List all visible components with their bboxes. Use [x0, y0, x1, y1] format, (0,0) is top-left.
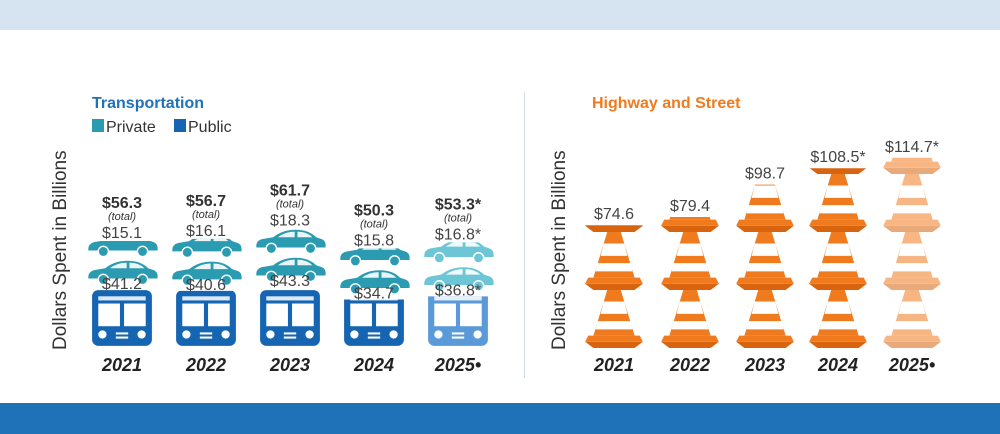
- transport-title: Transportation: [92, 95, 204, 112]
- traffic-cone-icon: [736, 228, 794, 290]
- highway-bar: [809, 168, 867, 348]
- highway-title: Highway and Street: [592, 95, 741, 112]
- total-value-label: $61.7: [270, 182, 310, 199]
- private-value-label: $15.1: [102, 225, 142, 242]
- traffic-cone-icon: [809, 228, 867, 290]
- total-note-label: (total): [192, 209, 220, 221]
- highway-value-label: $98.7: [745, 166, 785, 183]
- public-value-label: $43.3: [270, 273, 310, 290]
- traffic-cone-icon: [883, 286, 941, 348]
- legend-private-label: Private: [106, 119, 156, 136]
- bus-icon: [92, 290, 152, 346]
- highway-marks: $74.6 2021 $79.4 2022 $98.7 2023 $108.5* 2024 $1…: [585, 112, 941, 375]
- traffic-cone-icon: [661, 286, 719, 348]
- transport-y-axis-title: Dollars Spent in Billions: [50, 150, 71, 350]
- traffic-cone-icon: [883, 228, 941, 290]
- transport-marks: $41.2$15.1(total)$56.32021$40.6$16.1(tot…: [87, 182, 495, 375]
- public-value-label: $40.6: [186, 277, 226, 294]
- public-value-label: $34.7: [354, 285, 394, 302]
- traffic-cone-icon: [883, 170, 941, 232]
- highway-year-label: 2023: [744, 355, 785, 375]
- highway-value-label: $108.5*: [810, 149, 865, 166]
- highway-bar: [661, 112, 719, 348]
- traffic-cone-icon: [585, 228, 643, 290]
- traffic-cone-icon: [809, 170, 867, 232]
- legend-private-swatch: [92, 119, 104, 132]
- traffic-cone-icon: [661, 112, 719, 174]
- highway-bar: [585, 112, 643, 348]
- bus-icon: [260, 290, 320, 346]
- highway-value-label: $79.4: [670, 198, 710, 215]
- private-value-label: $16.1: [186, 223, 226, 240]
- highway-value-label: $74.6: [594, 206, 634, 223]
- private-value-label: $18.3: [270, 212, 310, 229]
- traffic-cone-icon: [585, 286, 643, 348]
- highway-year-label: 2024: [817, 355, 858, 375]
- traffic-cone-icon: [585, 112, 643, 174]
- bottom-band: [0, 403, 1000, 434]
- traffic-cone-icon: [736, 286, 794, 348]
- total-value-label: $50.3: [354, 202, 394, 219]
- transport-year-label: 2025•: [434, 355, 481, 375]
- public-value-label: $36.8*: [435, 282, 481, 299]
- transport-year-label: 2021: [101, 355, 142, 375]
- legend-public-label: Public: [188, 119, 232, 136]
- total-note-label: (total): [360, 218, 388, 230]
- highway-bar: [736, 184, 794, 348]
- private-value-label: $16.8*: [435, 226, 481, 243]
- highway-value-label: $114.7*: [885, 139, 939, 156]
- total-value-label: $53.3*: [435, 196, 482, 213]
- total-note-label: (total): [276, 198, 304, 210]
- legend-public-swatch: [174, 119, 186, 132]
- public-value-label: $41.2: [102, 276, 142, 293]
- highway-year-label: 2022: [669, 355, 710, 375]
- total-note-label: (total): [444, 212, 472, 224]
- total-note-label: (total): [108, 211, 136, 223]
- traffic-cone-icon: [661, 228, 719, 290]
- transport-year-label: 2022: [185, 355, 226, 375]
- traffic-cone-icon: [809, 286, 867, 348]
- bus-icon: [176, 290, 236, 346]
- top-band: [0, 0, 1000, 30]
- car-icon: [255, 229, 327, 255]
- highway-y-axis-title: Dollars Spent in Billions: [549, 150, 570, 350]
- transport-year-label: 2024: [353, 355, 394, 375]
- total-value-label: $56.3: [102, 195, 142, 212]
- highway-year-label: 2025•: [888, 355, 935, 375]
- transport-year-label: 2023: [269, 355, 310, 375]
- private-value-label: $15.8: [354, 232, 394, 249]
- highway-year-label: 2021: [593, 355, 634, 375]
- panel-divider: [524, 92, 525, 378]
- total-value-label: $56.7: [186, 193, 226, 210]
